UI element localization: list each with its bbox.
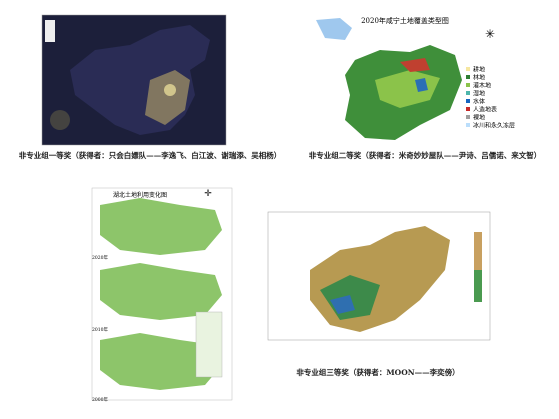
land-cover-map: ✳ 2020年咸宁土地覆盖类型图 耕地林地灌木地湿地水体人造地表裸地冰川和永久冻… xyxy=(316,16,515,140)
svg-text:✛: ✛ xyxy=(204,189,212,199)
legend-label: 耕地 xyxy=(473,66,485,74)
elevation-map xyxy=(267,211,491,341)
legend-label: 人造地表 xyxy=(473,106,497,114)
legend-label: 灌木地 xyxy=(473,82,491,90)
year-label: 2020年 xyxy=(92,254,108,261)
legend-swatch xyxy=(466,75,470,79)
legend-label: 水体 xyxy=(473,98,485,106)
legend-label: 林地 xyxy=(473,74,485,82)
legend-swatch xyxy=(466,115,470,119)
night-light-map xyxy=(41,14,227,146)
land-use-change-map: ✛ 湖北土地利用变化图 2020年 2010年 2000年 xyxy=(91,187,233,403)
legend-label: 冰川和永久冻层 xyxy=(473,122,515,130)
legend-swatch xyxy=(466,107,470,111)
award-caption: 非专业组一等奖（获得者：只会白嫖队——李逸飞、白江波、谢瑞添、吴相杨） xyxy=(18,151,282,160)
legend-swatch xyxy=(466,91,470,95)
svg-text:✳: ✳ xyxy=(485,27,495,41)
year-label: 2000年 xyxy=(92,396,108,403)
legend-label: 湿地 xyxy=(473,90,485,98)
map-title: 湖北土地利用变化图 xyxy=(113,191,167,199)
map-title: 2020年咸宁土地覆盖类型图 xyxy=(361,16,449,25)
legend-label: 裸地 xyxy=(473,114,485,122)
year-label: 2010年 xyxy=(92,326,108,333)
award-caption: 非专业组二等奖（获得者：米奇妙妙屋队——尹诗、吕儒诺、来文智） xyxy=(308,151,542,160)
legend-swatch xyxy=(466,83,470,87)
legend-swatch xyxy=(466,123,470,127)
legend-swatch xyxy=(466,67,470,71)
legend-swatch xyxy=(466,99,470,103)
award-caption: 非专业组三等奖（获得者：MOON——李奕傍） xyxy=(296,368,460,377)
